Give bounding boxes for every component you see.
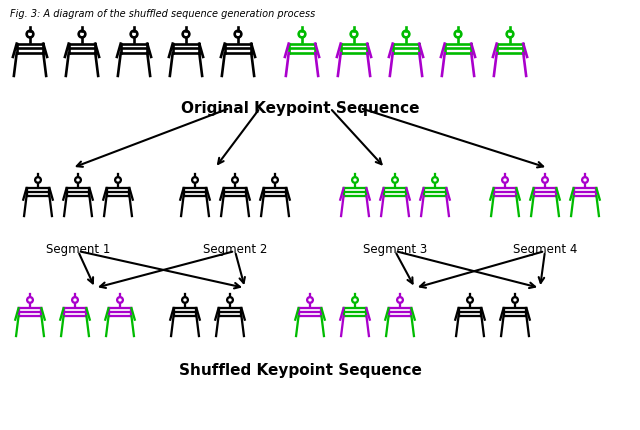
Text: Segment 2: Segment 2 <box>203 243 267 255</box>
Text: Original Keypoint Sequence: Original Keypoint Sequence <box>180 101 419 116</box>
Text: Segment 1: Segment 1 <box>46 243 110 255</box>
Text: Fig. 3: A diagram of the shuffled sequence generation process: Fig. 3: A diagram of the shuffled sequen… <box>10 9 316 19</box>
Text: Shuffled Keypoint Sequence: Shuffled Keypoint Sequence <box>179 362 421 377</box>
Text: Segment 3: Segment 3 <box>363 243 427 255</box>
Text: Segment 4: Segment 4 <box>513 243 577 255</box>
